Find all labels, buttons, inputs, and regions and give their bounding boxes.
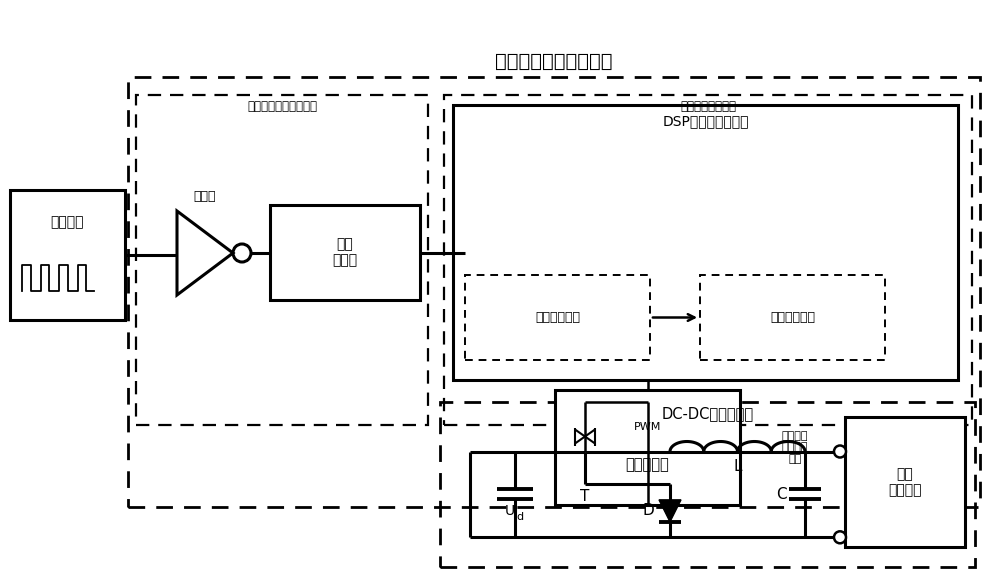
Text: 开关频率设置: 开关频率设置	[770, 311, 815, 324]
Bar	[128, 77, 980, 507]
Bar	[845, 417, 965, 547]
Text: PWM: PWM	[634, 422, 661, 432]
Text: d: d	[516, 512, 524, 523]
Bar	[555, 390, 740, 505]
Text: L: L	[733, 459, 742, 474]
Bar	[444, 95, 972, 425]
Circle shape	[834, 531, 846, 543]
Text: 调制频率解读: 调制频率解读	[535, 311, 580, 324]
Text: 调制信号: 调制信号	[51, 216, 84, 229]
Text: 高频
计数器: 高频 计数器	[332, 237, 358, 267]
Text: 逻辑门: 逻辑门	[194, 190, 216, 204]
Bar	[465, 275, 650, 360]
Bar	[453, 105, 958, 380]
Text: 开关控制
信号输出
模块: 开关控制 信号输出 模块	[782, 431, 808, 464]
Text: 调制解调信号采样模块: 调制解调信号采样模块	[247, 101, 317, 113]
Circle shape	[834, 446, 846, 458]
Polygon shape	[659, 500, 681, 522]
Text: 开关频率反馈控制电路: 开关频率反馈控制电路	[495, 52, 613, 71]
Bar	[700, 275, 885, 360]
Text: 陀螺
内部负载: 陀螺 内部负载	[888, 467, 922, 497]
Text: D: D	[642, 503, 654, 518]
Bar	[136, 95, 428, 425]
Text: DC-DC电源主电路: DC-DC电源主电路	[661, 407, 754, 421]
Bar	[440, 402, 975, 567]
Text: C: C	[776, 487, 786, 502]
Bar	[270, 205, 420, 300]
Text: T: T	[580, 489, 590, 504]
Text: DSP数字信号处理器: DSP数字信号处理器	[662, 114, 749, 128]
Text: 脉宽调制器: 脉宽调制器	[626, 457, 669, 472]
Bar	[10, 190, 125, 320]
Text: 开关频率解算模块: 开关频率解算模块	[680, 101, 736, 113]
Text: U: U	[505, 504, 515, 519]
